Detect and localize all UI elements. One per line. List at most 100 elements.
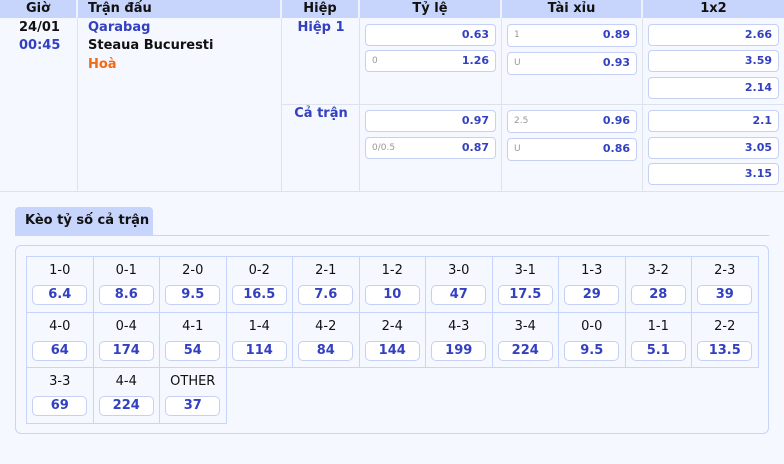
score-cell: 0-0 9.5 — [559, 312, 626, 368]
score-label: 3-2 — [647, 263, 669, 278]
x12-draw-odds[interactable]: 3.05 — [648, 137, 779, 159]
score-odds-button[interactable]: 28 — [630, 285, 686, 305]
score-cell: 4-4 224 — [93, 368, 160, 424]
score-odds-button[interactable]: 13.5 — [697, 340, 753, 361]
score-cell: 1-2 10 — [359, 257, 426, 313]
score-odds-button[interactable]: 47 — [431, 285, 487, 305]
header-1x2: 1x2 — [643, 0, 784, 18]
score-cell: 4-3 199 — [426, 312, 493, 368]
match-time: 00:45 — [19, 38, 61, 53]
score-label: 4-1 — [182, 318, 204, 334]
score-odds-button[interactable]: 144 — [364, 340, 420, 361]
score-cell: 1-3 29 — [559, 257, 626, 313]
period-first-half: Hiệp 1 — [297, 20, 345, 35]
score-odds-button[interactable]: 199 — [431, 340, 487, 361]
home-team[interactable]: Qarabag — [88, 20, 151, 35]
score-cell: 1-1 5.1 — [625, 312, 692, 368]
score-cell: 4-0 64 — [27, 312, 94, 368]
x12-away-odds[interactable]: 3.15 — [648, 163, 779, 185]
score-cell: 3-4 224 — [492, 312, 559, 368]
score-label: 2-4 — [381, 318, 403, 334]
draw-label: Hoà — [88, 57, 117, 72]
score-odds-button[interactable]: 224 — [497, 340, 553, 361]
score-label: OTHER — [170, 374, 216, 389]
score-label: 0-4 — [115, 318, 137, 334]
score-odds-button[interactable]: 224 — [98, 396, 154, 416]
score-odds-button[interactable]: 174 — [98, 340, 154, 361]
score-cell: 2-3 39 — [692, 257, 759, 313]
score-cell: 4-2 84 — [293, 312, 360, 368]
correct-score-grid: 1-0 6.4 0-1 8.6 2-0 9.5 0-2 16.5 2-1 7.6 1-2 10 3-0 4… — [26, 256, 759, 424]
score-odds-button[interactable]: 8.6 — [98, 285, 154, 305]
score-cell: 0-1 8.6 — [93, 257, 160, 313]
score-label: 3-3 — [49, 374, 71, 389]
score-odds-button[interactable]: 39 — [697, 285, 753, 305]
x12-home-odds[interactable]: 2.1 — [648, 110, 779, 132]
score-label: 4-4 — [115, 374, 137, 389]
score-label: 3-0 — [448, 263, 470, 278]
score-cell: 0-4 174 — [93, 312, 160, 368]
score-cell: 3-1 17.5 — [492, 257, 559, 313]
score-cell: 4-1 54 — [160, 312, 227, 368]
score-odds-button[interactable]: 10 — [364, 285, 420, 305]
away-team[interactable]: Steaua Bucuresti — [88, 38, 214, 53]
score-label: 4-0 — [49, 318, 71, 334]
score-odds-button[interactable]: 37 — [165, 396, 221, 416]
score-odds-button[interactable]: 9.5 — [564, 340, 620, 361]
score-odds-button[interactable]: 7.6 — [298, 285, 354, 305]
match-date: 24/01 — [19, 20, 60, 35]
header-handicap: Tỷ lệ — [360, 0, 502, 18]
score-label: 1-1 — [647, 318, 669, 334]
tab-correct-score[interactable]: Kèo tỷ số cả trận — [15, 207, 153, 236]
score-label: 2-1 — [315, 263, 337, 278]
score-odds-button[interactable]: 69 — [32, 396, 88, 416]
handicap-odds[interactable]: 0.63 — [365, 24, 496, 46]
score-cell: 1-4 114 — [226, 312, 293, 368]
score-odds-button[interactable]: 16.5 — [231, 285, 287, 305]
score-cell: 3-0 47 — [426, 257, 493, 313]
score-odds-button[interactable]: 64 — [32, 340, 88, 361]
overunder-odds[interactable]: U 0.93 — [507, 52, 637, 75]
handicap-odds[interactable]: 0 1.26 — [365, 50, 496, 72]
score-odds-button[interactable]: 54 — [165, 340, 221, 361]
period-full-match: Cả trận — [294, 106, 348, 121]
score-odds-button[interactable]: 6.4 — [32, 285, 88, 305]
score-odds-button[interactable]: 29 — [564, 285, 620, 305]
x12-draw-odds[interactable]: 3.59 — [648, 50, 779, 72]
score-cell: 0-2 16.5 — [226, 257, 293, 313]
handicap-odds[interactable]: 0/0.5 0.87 — [365, 137, 496, 159]
score-label: 0-1 — [115, 263, 137, 278]
score-cell: 2-0 9.5 — [160, 257, 227, 313]
score-odds-button[interactable]: 5.1 — [630, 340, 686, 361]
score-label: 1-0 — [49, 263, 71, 278]
score-label: 1-4 — [248, 318, 270, 334]
score-label: 3-1 — [514, 263, 536, 278]
score-label: 0-2 — [248, 263, 270, 278]
handicap-odds[interactable]: 0.97 — [365, 110, 496, 132]
overunder-odds[interactable]: 1 0.89 — [507, 24, 637, 47]
correct-score-panel — [15, 245, 769, 434]
score-label: 1-3 — [581, 263, 603, 278]
overunder-odds[interactable]: 2.5 0.96 — [507, 110, 637, 133]
score-cell: 3-3 69 — [27, 368, 94, 424]
score-label: 2-0 — [182, 263, 204, 278]
score-odds-button[interactable]: 17.5 — [497, 285, 553, 305]
score-label: 0-0 — [581, 318, 603, 334]
score-label: 2-2 — [714, 318, 736, 334]
score-odds-button[interactable]: 9.5 — [165, 285, 221, 305]
score-label: 2-3 — [714, 263, 736, 278]
score-odds-button[interactable]: 84 — [298, 340, 354, 361]
header-match: Trận đấu — [78, 0, 282, 18]
score-cell: OTHER 37 — [160, 368, 227, 424]
score-cell: 1-0 6.4 — [27, 257, 94, 313]
score-label: 4-3 — [448, 318, 470, 334]
score-cell: 2-2 13.5 — [692, 312, 759, 368]
x12-home-odds[interactable]: 2.66 — [648, 24, 779, 46]
score-odds-button[interactable]: 114 — [231, 340, 287, 361]
x12-away-odds[interactable]: 2.14 — [648, 77, 779, 99]
score-cell: 2-4 144 — [359, 312, 426, 368]
score-label: 1-2 — [381, 263, 403, 278]
header-time: Giờ — [0, 0, 78, 18]
score-label: 4-2 — [315, 318, 337, 334]
overunder-odds[interactable]: U 0.86 — [507, 138, 637, 161]
